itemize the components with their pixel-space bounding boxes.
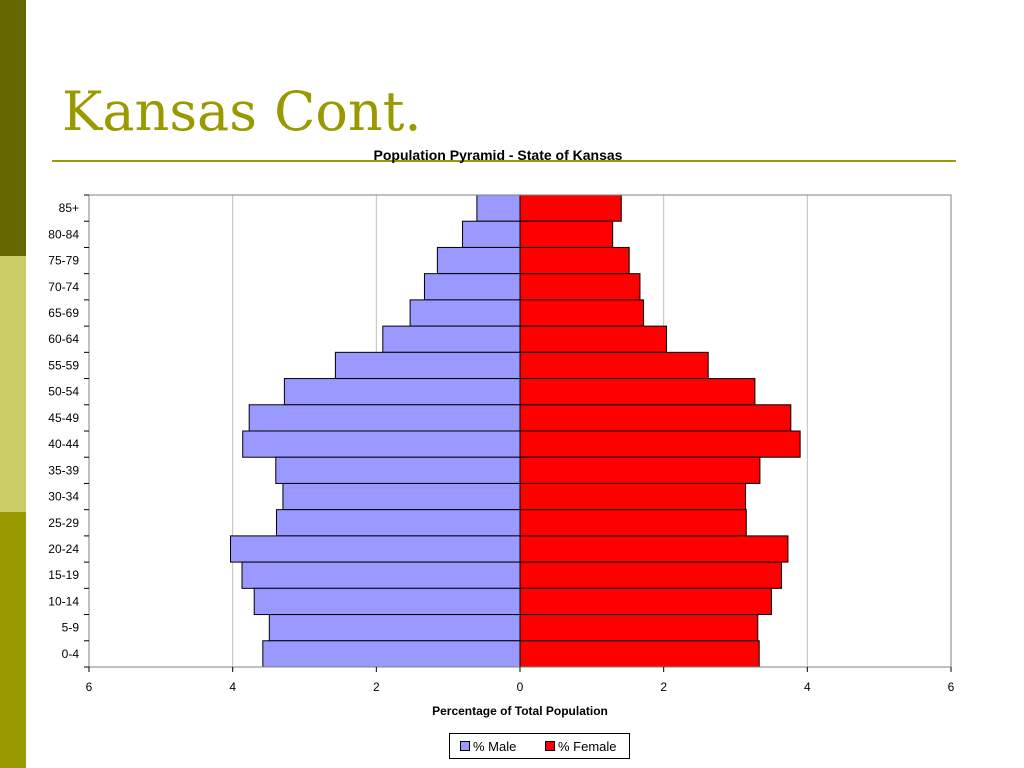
x-tick-label-1: 4 [229, 680, 236, 694]
x-tick-label-5: 4 [804, 680, 811, 694]
category-label-30-34: 30-34 [48, 490, 79, 504]
category-label-85+: 85+ [59, 201, 79, 215]
bar-female-5-9 [519, 614, 759, 642]
bar-male-15-19 [241, 561, 521, 589]
category-label-65-69: 65-69 [48, 306, 79, 320]
bar-male-80-84 [462, 220, 521, 248]
x-axis-label: Percentage of Total Population [432, 704, 608, 718]
bar-female-45-49 [519, 404, 792, 432]
category-label-20-24: 20-24 [48, 542, 79, 556]
category-label-70-74: 70-74 [48, 280, 79, 294]
bar-male-50-54 [283, 378, 521, 406]
chart-title: Population Pyramid - State of Kansas [374, 147, 623, 163]
category-label-10-14: 10-14 [48, 594, 79, 608]
category-label-50-54: 50-54 [48, 385, 79, 399]
bar-female-75-79 [519, 246, 630, 275]
category-label-55-59: 55-59 [48, 358, 79, 372]
legend-swatch-male [460, 741, 470, 751]
x-tick-label-4: 2 [660, 680, 667, 694]
bar-female-25-29 [519, 509, 747, 537]
bar-male-60-64 [382, 325, 521, 353]
category-label-35-39: 35-39 [48, 463, 79, 477]
bar-male-85+ [476, 194, 521, 222]
title-underline [52, 160, 956, 162]
x-tick-label-2: 2 [373, 680, 380, 694]
legend-label-female: % Female [558, 738, 617, 754]
bar-female-15-19 [519, 561, 782, 589]
legend-item-male: % Male [460, 734, 516, 758]
bar-male-0-4 [262, 640, 521, 668]
bar-male-25-29 [275, 509, 521, 537]
bar-female-85+ [519, 194, 622, 222]
sidebar-middle-block [0, 256, 26, 512]
category-label-45-49: 45-49 [48, 411, 79, 425]
bar-female-40-44 [519, 430, 801, 458]
legend-item-female: % Female [545, 734, 617, 758]
bar-female-30-34 [519, 482, 747, 511]
bar-male-30-34 [282, 482, 521, 511]
category-label-5-9: 5-9 [62, 621, 80, 635]
category-label-80-84: 80-84 [48, 227, 79, 241]
bar-male-55-59 [334, 351, 521, 380]
bar-female-10-14 [519, 587, 772, 616]
legend-swatch-female [545, 741, 555, 751]
bar-female-35-39 [519, 456, 761, 484]
bar-male-70-74 [423, 273, 521, 301]
bar-female-50-54 [519, 378, 756, 406]
category-label-40-44: 40-44 [48, 437, 79, 451]
category-label-25-29: 25-29 [48, 516, 79, 530]
bar-female-70-74 [519, 273, 641, 301]
slide-title: Kansas Cont. [62, 80, 422, 143]
bar-male-35-39 [275, 456, 521, 484]
bar-female-60-64 [519, 325, 668, 353]
category-label-75-79: 75-79 [48, 254, 79, 268]
bar-female-55-59 [519, 351, 709, 380]
x-tick-label-0: 6 [86, 680, 93, 694]
category-label-0-4: 0-4 [62, 647, 80, 661]
bar-female-20-24 [519, 535, 789, 563]
bar-male-65-69 [409, 299, 521, 327]
category-label-60-64: 60-64 [48, 332, 79, 346]
sidebar-bottom-block [0, 512, 26, 768]
sidebar-top-block [0, 0, 26, 256]
bar-male-45-49 [248, 404, 521, 432]
bar-male-75-79 [436, 246, 521, 275]
category-label-15-19: 15-19 [48, 568, 79, 582]
x-tick-label-6: 6 [948, 680, 955, 694]
legend-label-male: % Male [473, 738, 517, 754]
bar-female-65-69 [519, 299, 645, 327]
x-tick-label-3: 0 [517, 680, 524, 694]
bar-male-20-24 [230, 535, 521, 563]
bar-female-80-84 [519, 220, 614, 248]
bar-male-40-44 [242, 430, 521, 458]
bar-male-5-9 [268, 614, 521, 642]
bar-male-10-14 [253, 587, 521, 616]
bar-female-0-4 [519, 640, 760, 668]
chart-legend: % Male % Female [449, 733, 630, 759]
